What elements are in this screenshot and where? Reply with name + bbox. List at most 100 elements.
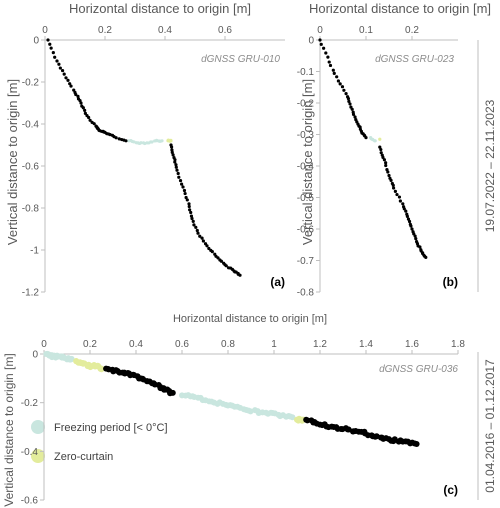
legend: Freezing period [< 0°C] Zero-curtain — [31, 420, 168, 463]
data-point-a — [174, 163, 178, 167]
date-range-bottom: 01.04.2016 – 01.12.2017 — [483, 359, 497, 493]
data-point-b — [319, 42, 323, 46]
data-point-b — [346, 97, 351, 101]
data-point-a — [188, 208, 192, 212]
data-point-a — [171, 153, 175, 157]
data-point-b — [326, 55, 330, 59]
data-point-b — [405, 214, 409, 218]
data-point-a — [124, 139, 128, 143]
data-point-b — [402, 207, 406, 211]
data-point-b — [335, 75, 339, 79]
data-point-a — [189, 214, 194, 218]
y-tick-label-a: 0 — [33, 36, 39, 47]
data-point-b — [393, 189, 397, 193]
data-point-a — [57, 62, 61, 66]
data-point-a — [83, 111, 87, 116]
x-tick-label-a: 0.4 — [158, 25, 172, 36]
data-point-b — [351, 112, 356, 116]
plot-a: 0 0.2 0.4 0.6 0 -0.2 -0.4 -0.6 -0.8 -1 -1.2 — [22, 25, 285, 299]
x-tick-label-b: 0.2 — [405, 25, 419, 36]
x-tick-label-c: 0.6 — [175, 339, 189, 350]
data-point-b — [340, 85, 345, 89]
data-point-b — [348, 102, 352, 106]
data-point-c — [413, 441, 420, 448]
y-tick-label-b: -0.6 — [297, 225, 315, 236]
data-point-b — [350, 107, 354, 111]
x-tick-label-c: 1.4 — [359, 339, 373, 350]
data-point-a — [189, 210, 193, 215]
y-tick-label-b: -0.7 — [297, 256, 315, 267]
data-point-a — [174, 165, 178, 169]
data-point-b — [404, 209, 408, 213]
data-point-b — [407, 219, 412, 224]
data-point-a — [201, 239, 205, 243]
data-point-b — [373, 139, 377, 143]
data-point-a — [74, 92, 78, 97]
data-point-a — [175, 168, 179, 172]
data-point-b — [392, 186, 396, 190]
data-point-b — [318, 38, 322, 42]
legend-label-freezing: Freezing period [< 0°C] — [54, 422, 168, 434]
data-point-b — [398, 199, 402, 203]
data-point-c — [169, 389, 176, 396]
data-point-a — [173, 160, 177, 164]
data-point-a — [49, 46, 53, 50]
x-tick-label-c: 1 — [271, 339, 277, 350]
data-point-b — [409, 224, 413, 228]
data-point-b — [342, 88, 346, 92]
data-point-b — [386, 170, 390, 174]
data-point-a — [224, 264, 228, 268]
y-tick-label-b: -0.8 — [297, 288, 315, 299]
y-tick-label-a: -0.4 — [22, 120, 40, 131]
panel-c: dGNSS GRU-036 (c) — [379, 364, 458, 497]
data-point-a — [169, 145, 174, 149]
data-point-a — [182, 188, 187, 193]
data-point-b — [379, 147, 383, 152]
x-tick-label-c: 0.2 — [83, 339, 97, 350]
data-point-a — [176, 171, 180, 176]
y-tick-label-b: -0.1 — [297, 67, 315, 78]
data-point-b — [385, 168, 389, 172]
data-point-b — [397, 195, 402, 199]
x-axis-title-b: Horizontal distance to origin [m] — [309, 1, 491, 16]
data-point-a — [92, 122, 96, 126]
data-point-a — [238, 273, 242, 277]
date-range-top: 19.07.2022 – 22.11.2023 — [483, 99, 497, 232]
data-point-b — [410, 227, 414, 231]
data-point-b — [389, 178, 393, 183]
y-tick-label-c: 0 — [32, 350, 38, 361]
data-point-a — [200, 236, 204, 240]
x-axis-title-c: Horizontal distance to origin [m] — [173, 313, 327, 325]
x-tick-label-b: 0.1 — [359, 25, 373, 36]
data-point-a — [64, 76, 68, 80]
x-tick-label-c: 0.8 — [221, 339, 235, 350]
legend-swatch-freezing — [31, 420, 45, 434]
data-point-b — [332, 71, 336, 76]
data-point-b — [384, 161, 388, 165]
data-point-a — [69, 84, 73, 88]
data-point-a — [60, 68, 65, 73]
data-point-b — [395, 192, 399, 197]
data-point-b — [401, 202, 405, 206]
x-tick-label-c: 1.8 — [451, 339, 465, 350]
data-point-c — [98, 365, 105, 372]
data-point-b — [364, 136, 368, 140]
data-point-a — [114, 136, 118, 140]
data-point-a — [53, 55, 57, 59]
data-point-b — [338, 82, 342, 86]
station-label-c: dGNSS GRU-036 — [379, 364, 458, 375]
y-tick-label-b: -0.3 — [297, 130, 315, 141]
data-point-a — [216, 256, 220, 260]
data-point-a — [150, 140, 154, 144]
data-point-a — [173, 158, 177, 162]
panel-label-a: (a) — [270, 275, 285, 289]
panel-b: dGNSS GRU-023 (b) — [375, 54, 458, 289]
plot-c: 0 0.2 0.4 0.6 0.8 1 1.2 1.4 1.6 1.8 0 -0.2 -0.4 -0.6 — [21, 339, 466, 507]
data-point-b — [378, 137, 382, 141]
data-point-b — [382, 158, 386, 162]
data-point-a — [194, 225, 198, 229]
y-tick-label-a: -0.8 — [22, 204, 40, 215]
data-point-b — [324, 51, 328, 55]
data-point-b — [336, 79, 340, 83]
data-point-a — [79, 101, 83, 105]
